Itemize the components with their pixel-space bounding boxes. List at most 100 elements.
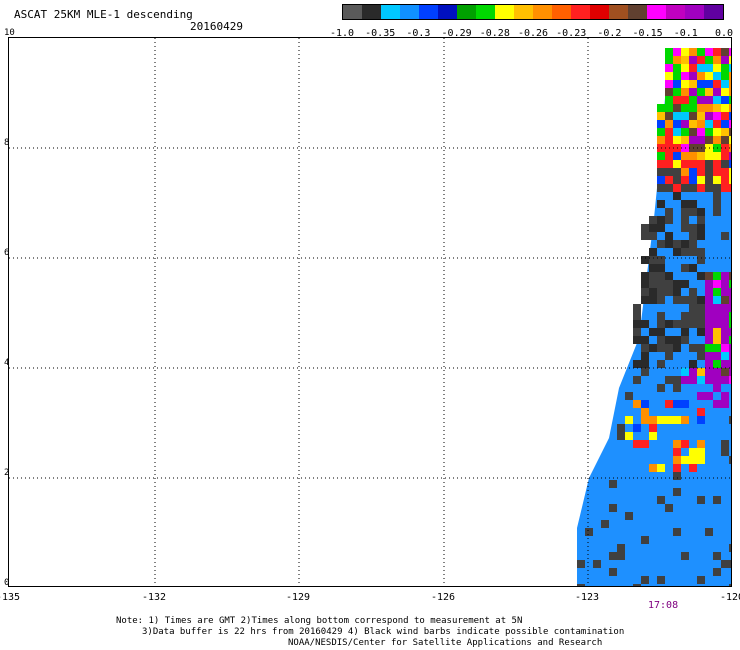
wind-cell <box>713 552 721 560</box>
wind-cell <box>721 368 729 376</box>
wind-cell <box>729 328 731 336</box>
wind-cell <box>729 88 731 96</box>
wind-cell <box>713 120 721 128</box>
color-swatch <box>381 5 400 19</box>
longitude-tick: -126 <box>431 592 456 603</box>
wind-cell <box>665 232 673 240</box>
wind-cell <box>665 344 673 352</box>
wind-cell <box>673 296 681 304</box>
wind-cell <box>633 304 641 312</box>
wind-cell <box>681 296 689 304</box>
wind-cell <box>649 424 657 432</box>
wind-cell <box>641 360 649 368</box>
wind-cell <box>617 424 625 432</box>
wind-cell <box>673 136 681 144</box>
wind-cell <box>729 304 731 312</box>
wind-cell <box>697 256 705 264</box>
color-scale-label: -0.23 <box>556 28 587 39</box>
wind-cell <box>713 296 721 304</box>
wind-cell <box>721 176 729 184</box>
wind-cell <box>713 64 721 72</box>
wind-cell <box>721 328 729 336</box>
wind-cell <box>633 584 641 586</box>
wind-cell <box>729 352 731 360</box>
wind-cell <box>721 272 729 280</box>
wind-cell <box>729 288 731 296</box>
wind-cell <box>705 360 713 368</box>
wind-cell <box>713 112 721 120</box>
wind-cell <box>713 168 721 176</box>
wind-cell <box>705 336 713 344</box>
color-swatch <box>495 5 514 19</box>
wind-cell <box>729 368 731 376</box>
wind-cell <box>649 280 657 288</box>
wind-cell <box>665 104 673 112</box>
wind-cell <box>681 120 689 128</box>
wind-cell <box>689 120 697 128</box>
wind-cell <box>689 224 697 232</box>
wind-cell <box>705 344 713 352</box>
wind-cell <box>713 336 721 344</box>
color-scale-label: -0.29 <box>441 28 472 39</box>
wind-cell <box>713 208 721 216</box>
wind-cell <box>673 280 681 288</box>
wind-cell <box>681 152 689 160</box>
wind-cell <box>705 48 713 56</box>
wind-cell <box>649 288 657 296</box>
wind-cell <box>617 432 625 440</box>
wind-cell <box>673 112 681 120</box>
wind-cell <box>729 160 731 168</box>
wind-cell <box>697 296 705 304</box>
wind-cell <box>689 208 697 216</box>
wind-cell <box>721 160 729 168</box>
wind-cell <box>641 256 649 264</box>
wind-cell <box>673 416 681 424</box>
wind-cell <box>665 136 673 144</box>
wind-cell <box>657 200 665 208</box>
wind-cell <box>641 368 649 376</box>
wind-cell <box>681 224 689 232</box>
wind-cell <box>673 528 681 536</box>
wind-cell <box>585 528 593 536</box>
wind-cell <box>729 48 731 56</box>
wind-cell <box>649 216 657 224</box>
wind-cell <box>729 344 731 352</box>
wind-cell <box>681 56 689 64</box>
wind-cell <box>633 376 641 384</box>
wind-cell <box>705 64 713 72</box>
color-swatch <box>609 5 628 19</box>
wind-cell <box>689 368 697 376</box>
wind-cell <box>705 80 713 88</box>
color-swatch <box>628 5 647 19</box>
wind-cell <box>721 448 729 456</box>
wind-cell <box>713 200 721 208</box>
wind-cell <box>713 328 721 336</box>
wind-cell <box>633 440 641 448</box>
wind-cell <box>617 544 625 552</box>
wind-cell <box>641 440 649 448</box>
wind-cell <box>721 80 729 88</box>
wind-cell <box>705 56 713 64</box>
wind-cell <box>697 208 705 216</box>
latitude-tick: 8 <box>4 138 10 148</box>
longitude-tick: -129 <box>286 592 311 603</box>
wind-cell <box>657 280 665 288</box>
wind-cell <box>713 312 721 320</box>
wind-cell <box>697 120 705 128</box>
wind-cell <box>641 336 649 344</box>
wind-cell <box>713 56 721 64</box>
wind-cell <box>697 136 705 144</box>
wind-cell <box>697 80 705 88</box>
wind-cell <box>665 72 673 80</box>
wind-cell <box>665 320 673 328</box>
wind-cell <box>681 136 689 144</box>
wind-cell <box>673 320 681 328</box>
wind-cell <box>665 48 673 56</box>
time-label: 17:08 <box>648 600 679 611</box>
note-line-1: Note: 1) Times are GMT 2)Times along bot… <box>116 616 523 626</box>
wind-cell <box>665 504 673 512</box>
wind-cell <box>721 168 729 176</box>
wind-cell <box>665 376 673 384</box>
color-scale-label: -0.1 <box>673 28 698 39</box>
wind-cell <box>697 88 705 96</box>
